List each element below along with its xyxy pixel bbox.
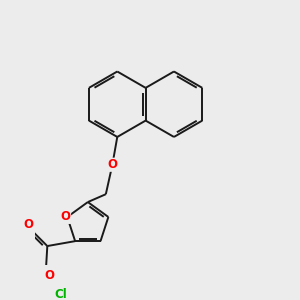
Text: O: O (61, 211, 70, 224)
Text: O: O (24, 218, 34, 231)
Text: O: O (107, 158, 117, 171)
Text: O: O (44, 269, 54, 282)
Text: Cl: Cl (55, 288, 68, 300)
